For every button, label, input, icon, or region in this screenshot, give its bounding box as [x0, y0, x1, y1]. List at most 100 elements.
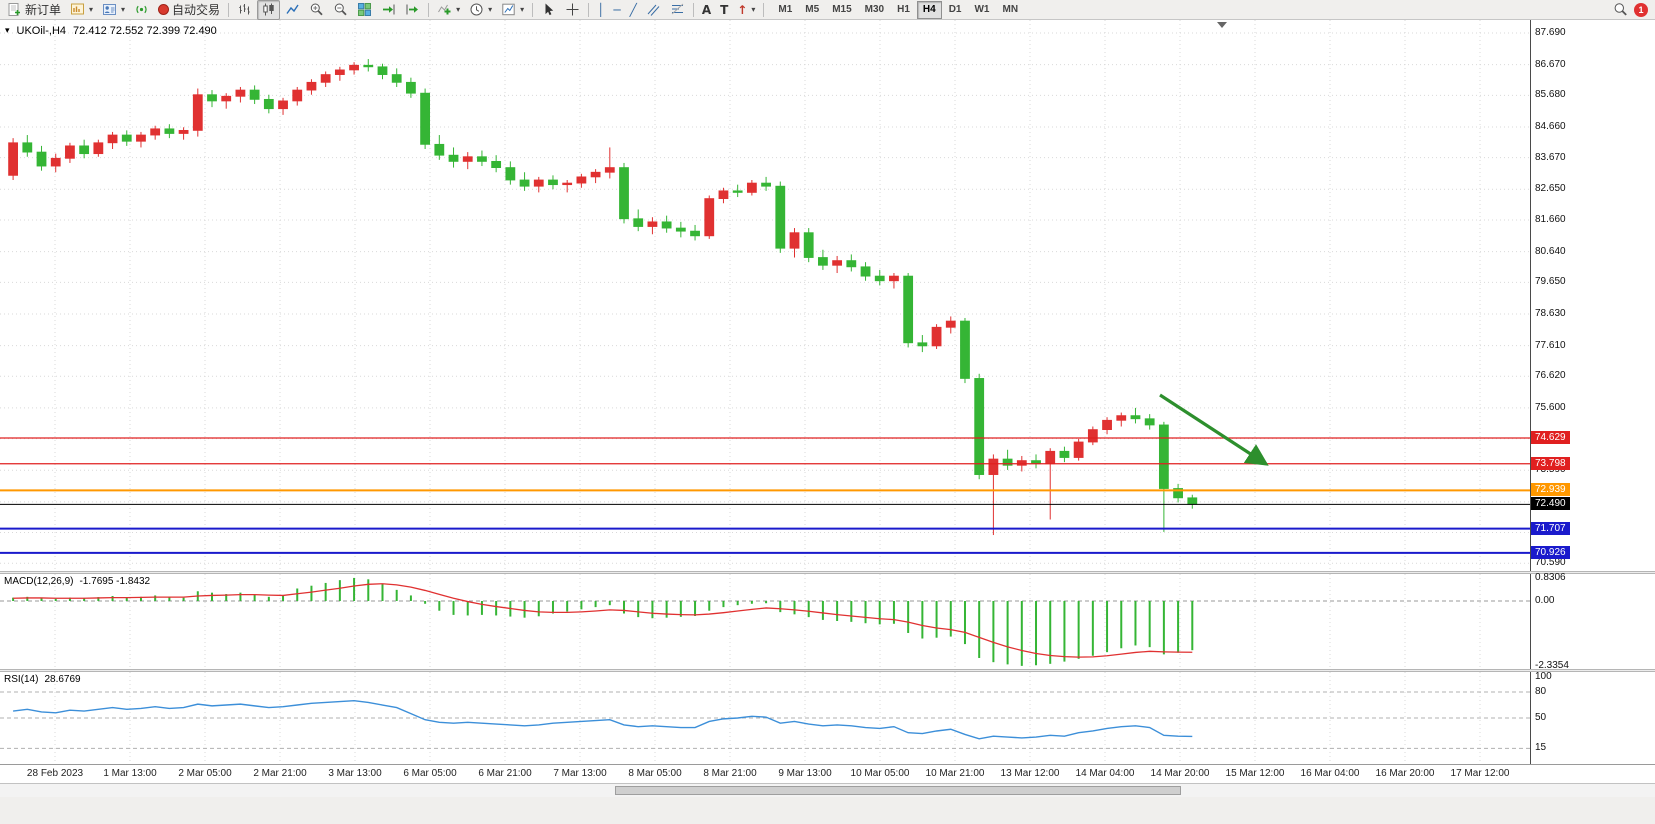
- chevron-down-icon: ▾: [520, 5, 525, 14]
- profiles-icon: [103, 4, 117, 15]
- price-chart-canvas: [0, 20, 1530, 571]
- new-chart-button[interactable]: ▾: [66, 0, 97, 20]
- price-axis[interactable]: 87.690 86.670 85.680 84.660 83.670 82.650 81.6…: [1531, 20, 1655, 571]
- auto-trading-status-icon: [158, 4, 170, 15]
- price-axis-label: 86.670: [1535, 58, 1566, 70]
- rsi-label: RSI(14) 28.6769: [4, 674, 81, 685]
- zoom-in-button[interactable]: [305, 0, 328, 20]
- tile-windows-button[interactable]: [353, 0, 376, 20]
- time-axis[interactable]: 28 Feb 2023 1 Mar 13:00 2 Mar 05:00 2 Mar 2…: [0, 765, 1530, 782]
- time-axis-label: 1 Mar 13:00: [103, 768, 157, 779]
- panel-divider: [0, 764, 1655, 765]
- profiles-button[interactable]: ▾: [98, 0, 129, 20]
- search-icon[interactable]: [1613, 2, 1628, 17]
- arrows-tool-button[interactable]: ↑ ▾: [733, 0, 759, 20]
- text-label-icon: T: [720, 2, 729, 17]
- line-chart-button[interactable]: [281, 0, 304, 20]
- one-click-trading-toggle[interactable]: ▾: [5, 25, 10, 36]
- timeframe-button-mn[interactable]: MN: [1002, 4, 1019, 15]
- macd-signal-line: [13, 583, 1193, 658]
- zoom-out-button[interactable]: [329, 0, 352, 20]
- timeframe-button-h4[interactable]: H4: [916, 0, 942, 19]
- time-axis-label: 8 Mar 21:00: [703, 768, 757, 779]
- channel-icon: [647, 4, 660, 16]
- toolbar-separator: [588, 2, 590, 17]
- chart-window: ▾ UKOil-,H4 72.412 72.552 72.399 72.490 …: [0, 20, 1655, 824]
- cursor-tool-button[interactable]: [537, 0, 560, 20]
- tile-windows-icon: [358, 3, 372, 16]
- timeframe-button-h1[interactable]: H1: [897, 4, 910, 15]
- zoom-in-icon: [310, 3, 323, 16]
- price-chart-panel[interactable]: [0, 20, 1531, 571]
- timeframe-group: M1 M5 M15 M30 H1 H4 D1 W1 MN: [772, 0, 1024, 19]
- rsi-axis[interactable]: 100 80 50 15: [1531, 671, 1655, 764]
- rsi-panel[interactable]: RSI(14) 28.6769: [0, 672, 1531, 764]
- chevron-down-icon: ▾: [121, 5, 126, 14]
- text-label-tool-button[interactable]: T: [716, 0, 732, 20]
- timeframe-button-w1[interactable]: W1: [974, 4, 990, 15]
- auto-trading-label: 自动交易: [172, 3, 221, 17]
- macd-name: MACD(12,26,9): [4, 576, 74, 587]
- template-icon: [502, 3, 515, 16]
- trend-arrow-annotation[interactable]: [1159, 393, 1269, 466]
- clock-icon: [470, 3, 483, 16]
- price-axis-label: 75.600: [1535, 401, 1566, 413]
- candlestick-chart-button[interactable]: [257, 0, 281, 20]
- vertical-line-icon: │: [597, 2, 605, 17]
- timeframe-button-m15[interactable]: M15: [832, 4, 852, 15]
- price-axis-label: 80.640: [1535, 245, 1566, 257]
- fibonacci-icon: [671, 3, 684, 15]
- timeframe-button-m1[interactable]: M1: [778, 4, 793, 15]
- notification-badge[interactable]: 1: [1634, 2, 1648, 17]
- horizontal-scrollbar[interactable]: [0, 783, 1655, 797]
- toolbar-separator: [692, 2, 694, 17]
- time-axis-label: 6 Mar 05:00: [403, 768, 457, 779]
- periods-button[interactable]: ▾: [465, 0, 496, 20]
- chart-shift-button[interactable]: [401, 0, 424, 20]
- signal-icon: [136, 5, 147, 14]
- timeframe-button-m5[interactable]: M5: [805, 4, 820, 15]
- time-axis-label: 9 Mar 13:00: [778, 768, 832, 779]
- macd-canvas: [0, 574, 1530, 669]
- channel-tool-button[interactable]: [642, 0, 665, 20]
- macd-panel[interactable]: MACD(12,26,9) -1.7695 -1.8432: [0, 574, 1531, 669]
- macd-axis[interactable]: 0.8306 0.00 -2.3354: [1531, 572, 1655, 671]
- panel-divider[interactable]: [0, 669, 1655, 672]
- vertical-line-tool-button[interactable]: │: [593, 0, 608, 20]
- chart-shift-marker[interactable]: [1217, 22, 1227, 28]
- chart-shift-icon: [406, 4, 419, 15]
- new-chart-icon: [71, 3, 85, 15]
- indicators-icon: [438, 4, 451, 15]
- scrollbar-thumb[interactable]: [615, 786, 1181, 795]
- text-tool-button[interactable]: A: [698, 0, 715, 20]
- crosshair-tool-button[interactable]: [561, 0, 584, 20]
- fibonacci-tool-button[interactable]: [666, 0, 689, 20]
- trendline-tool-button[interactable]: ╱: [626, 0, 641, 20]
- timeframe-button-d1[interactable]: D1: [948, 4, 962, 15]
- price-level-badge: 72.490: [1531, 497, 1570, 511]
- time-axis-label: 17 Mar 12:00: [1450, 768, 1510, 779]
- horizontal-line-tool-button[interactable]: ─: [609, 0, 624, 20]
- indicators-button[interactable]: ▾: [433, 0, 464, 20]
- chevron-down-icon: ▾: [488, 5, 493, 14]
- bar-chart-button[interactable]: [233, 0, 256, 20]
- timeframe-button-m30[interactable]: M30: [864, 4, 885, 15]
- toolbar-separator: [228, 2, 230, 17]
- price-level-badge: 71.707: [1531, 521, 1570, 535]
- macd-values: -1.7695 -1.8432: [79, 576, 151, 587]
- new-order-button[interactable]: 新订单: [3, 0, 65, 20]
- auto-trading-button[interactable]: 自动交易: [154, 0, 224, 20]
- price-level-badge: 70.926: [1531, 545, 1570, 559]
- price-axis-label: 81.660: [1535, 213, 1566, 225]
- crosshair-icon: [566, 3, 579, 16]
- chart-header: ▾ UKOil-,H4 72.412 72.552 72.399 72.490: [5, 25, 217, 37]
- time-axis-label: 3 Mar 13:00: [328, 768, 382, 779]
- price-axis-label: 78.630: [1535, 307, 1566, 319]
- price-axis-label: 84.660: [1535, 120, 1566, 132]
- alerts-signal-button[interactable]: [130, 0, 153, 20]
- panel-divider[interactable]: [0, 571, 1655, 574]
- candlestick-series: [8, 59, 1198, 536]
- price-level-badge: 72.939: [1531, 483, 1570, 497]
- auto-scroll-button[interactable]: [377, 0, 400, 20]
- templates-button[interactable]: ▾: [497, 0, 528, 20]
